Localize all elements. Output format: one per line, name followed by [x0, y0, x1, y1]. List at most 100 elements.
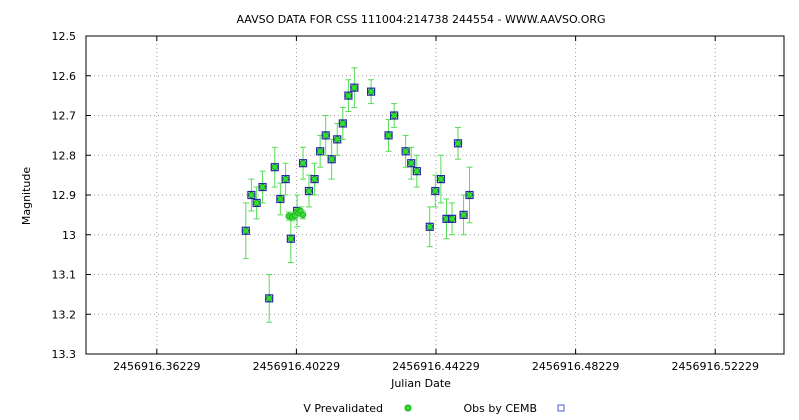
cemb-square	[436, 175, 445, 184]
v-prevalidated-dot	[316, 148, 324, 155]
cemb-square	[298, 159, 308, 168]
v-prevalidated-dot	[432, 187, 439, 195]
y-tick-label: 12.6	[52, 70, 77, 83]
cemb-square	[304, 186, 314, 196]
y-tick-label: 13.3	[52, 348, 77, 361]
v-prevalidated-dot	[454, 140, 462, 147]
v-prevalidated-dot	[385, 132, 392, 139]
v-prevalidated-dot	[402, 148, 409, 155]
data-point	[247, 178, 256, 212]
y-tick-label: 13.2	[52, 308, 77, 321]
v-prevalidated-dot	[460, 211, 467, 219]
cemb-square	[390, 111, 399, 120]
data-point	[316, 134, 325, 168]
cemb-square	[265, 294, 274, 303]
legend-label-v-prevalidated: V Prevalidated	[303, 402, 383, 415]
cemb-square	[338, 119, 347, 128]
x-axis: 2456916.36229 2456916.40229 2456916.44229 2…	[113, 36, 759, 373]
data-point	[333, 122, 342, 156]
v-prevalidated-dot	[339, 120, 347, 127]
cemb-square	[453, 139, 463, 148]
v-prevalidated-dot	[242, 227, 250, 234]
x-axis-label: Julian Date	[390, 377, 451, 390]
v-prevalidated-dot	[408, 159, 415, 167]
v-prevalidated-dot	[282, 175, 289, 183]
data-point	[390, 103, 399, 128]
x-tick-label: 2456916.40229	[253, 360, 340, 373]
data-point	[241, 202, 250, 260]
data-point	[465, 166, 474, 224]
v-prevalidated-dot	[271, 163, 278, 171]
y-tick-label: 12.8	[52, 149, 77, 162]
y-tick-label: 13.1	[52, 269, 77, 282]
legend-marker-v-prevalidated	[404, 404, 412, 412]
cemb-square	[321, 131, 330, 140]
legend-label-obs-by-cemb: Obs by CEMB	[463, 402, 537, 415]
cemb-square	[258, 182, 267, 192]
cemb-square	[384, 131, 393, 140]
data-point	[453, 126, 463, 160]
data-point	[344, 79, 353, 113]
data-point	[459, 194, 468, 236]
y-tick-label: 12.7	[52, 110, 77, 123]
cemb-square	[412, 167, 421, 176]
cemb-square	[344, 91, 353, 100]
v-prevalidated-dot	[367, 88, 375, 95]
data-point	[401, 134, 410, 168]
v-prevalidated-dot	[299, 211, 307, 219]
v-prevalidated-dot	[437, 175, 445, 183]
x-tick-label: 2456916.52229	[671, 360, 758, 373]
data-points	[241, 67, 474, 323]
data-point	[436, 154, 445, 204]
data-point	[298, 146, 308, 180]
v-prevalidated-dot	[299, 159, 307, 167]
data-point	[350, 67, 359, 109]
v-prevalidated-dot	[248, 191, 255, 199]
v-prevalidated-dot	[259, 183, 266, 191]
data-point	[281, 162, 290, 196]
cemb-square	[407, 159, 416, 168]
chart-title: AAVSO DATA FOR CSS 111004:214738 244554 …	[236, 13, 605, 26]
data-point	[447, 202, 457, 236]
data-point	[286, 214, 295, 264]
data-point	[442, 198, 451, 240]
data-point	[425, 206, 434, 248]
v-prevalidated-dot	[253, 199, 260, 207]
cemb-square	[431, 186, 440, 196]
y-axis-label: Magnitude	[20, 167, 33, 226]
data-point	[366, 79, 376, 105]
cemb-square	[276, 194, 285, 204]
y-tick-label: 12.9	[52, 189, 77, 202]
data-point	[304, 174, 314, 208]
v-prevalidated-dot	[305, 187, 313, 195]
v-prevalidated-dot	[466, 191, 473, 199]
v-prevalidated-dot	[277, 195, 284, 203]
v-prevalidated-dot	[426, 223, 433, 230]
cemb-square	[465, 190, 474, 200]
v-prevalidated-dot	[390, 112, 398, 119]
v-prevalidated-dot	[287, 235, 295, 242]
data-point	[310, 162, 319, 196]
cemb-square	[459, 210, 468, 219]
v-prevalidated-dot	[328, 156, 335, 163]
cemb-square	[270, 163, 279, 172]
cemb-square	[247, 190, 256, 200]
legend: V Prevalidated Obs by CEMB	[303, 402, 565, 415]
cemb-square	[316, 147, 325, 156]
x-tick-label: 2456916.44229	[392, 360, 479, 373]
data-point	[299, 210, 307, 220]
v-prevalidated-dot	[334, 136, 341, 143]
data-point	[258, 170, 267, 204]
v-prevalidated-dot	[345, 92, 352, 99]
cemb-square	[281, 175, 290, 184]
y-tick-label: 13	[62, 229, 76, 242]
data-point	[327, 138, 336, 180]
v-prevalidated-dot	[448, 215, 456, 223]
cemb-square	[366, 87, 376, 96]
cemb-square	[310, 175, 319, 184]
data-point	[431, 174, 440, 208]
x-tick-label: 2456916.36229	[113, 360, 200, 373]
cemb-square	[447, 214, 457, 223]
y-tick-label: 12.5	[52, 30, 77, 43]
